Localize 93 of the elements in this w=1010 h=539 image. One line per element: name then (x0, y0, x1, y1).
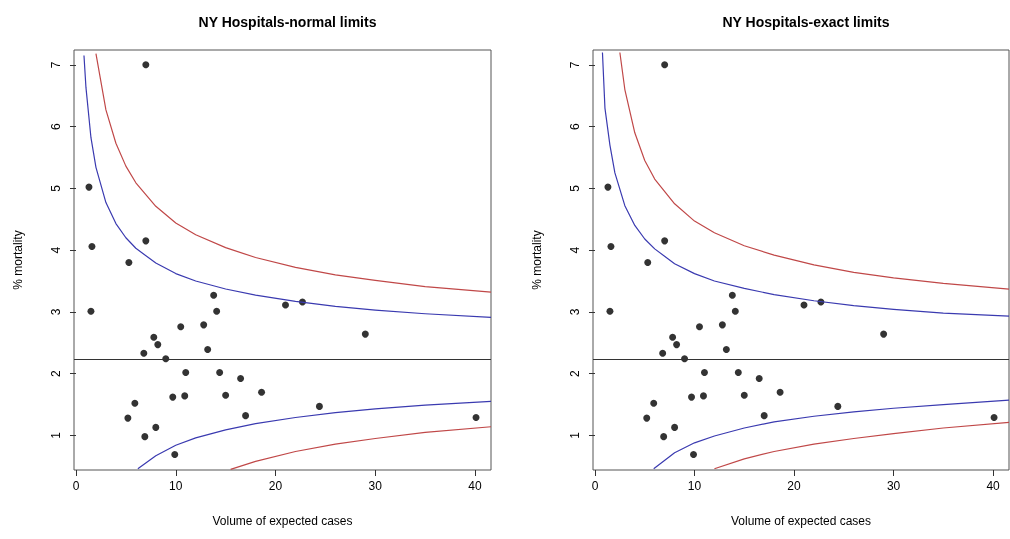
y-axis-title: % mortality (530, 230, 544, 290)
point (150, 333, 158, 341)
point (990, 414, 998, 421)
x-tick-label: 0 (591, 479, 599, 493)
x-axis-title: Volume of expected cases (730, 514, 872, 528)
point (607, 242, 615, 250)
x-tick-label: 20 (787, 479, 802, 493)
point (213, 307, 221, 315)
y-tick-label: 4 (49, 246, 63, 254)
point (472, 414, 480, 421)
y-tick-label: 5 (568, 184, 582, 192)
point (124, 414, 132, 422)
point (696, 323, 703, 331)
x-tick-label: 10 (169, 479, 183, 493)
y-tick-label: 1 (49, 431, 63, 439)
x-tick-label: 20 (268, 479, 283, 493)
x-tick-label: 30 (886, 479, 901, 493)
y-tick-label: 3 (49, 308, 63, 316)
x-axis-title: Volume of expected cases (212, 514, 353, 528)
x-tick-label: 40 (986, 479, 1001, 493)
point (182, 368, 190, 376)
point (650, 399, 658, 407)
point (671, 423, 679, 431)
point (722, 346, 730, 354)
point (776, 388, 784, 396)
point (237, 375, 245, 383)
point (659, 349, 667, 357)
point (315, 402, 323, 410)
point (171, 451, 179, 459)
x-tick-label: 30 (368, 479, 383, 493)
point (140, 349, 148, 357)
point (222, 391, 230, 399)
point (200, 321, 208, 329)
point (690, 451, 698, 459)
point (661, 61, 669, 69)
point (740, 391, 748, 399)
point (718, 321, 726, 329)
chart-title: NY Hospitals-exact limits (722, 14, 890, 30)
point (644, 258, 652, 266)
point (216, 368, 224, 376)
point (154, 341, 162, 349)
point (643, 414, 651, 422)
point (880, 330, 888, 338)
y-tick-label: 3 (568, 308, 582, 316)
point (152, 423, 160, 431)
point (282, 301, 289, 309)
point (688, 393, 696, 401)
point (125, 258, 133, 266)
line-series (230, 426, 492, 470)
point (142, 237, 150, 245)
point (87, 307, 95, 315)
point (834, 402, 842, 410)
x-tick-label: 40 (468, 479, 483, 493)
point (606, 307, 614, 315)
point (660, 433, 668, 441)
point (755, 375, 763, 383)
y-axis-title: % mortality (11, 230, 25, 290)
point (242, 412, 250, 420)
point (361, 330, 369, 338)
line-series (653, 399, 1010, 470)
point (673, 341, 681, 349)
y-tick-label: 7 (568, 61, 582, 69)
point (734, 368, 742, 376)
point (204, 346, 212, 354)
point (700, 368, 708, 376)
point (258, 388, 266, 396)
point (661, 237, 669, 245)
point (177, 323, 185, 331)
x-tick-label: 10 (687, 479, 702, 493)
y-tick-label: 7 (49, 61, 63, 69)
point (169, 393, 177, 401)
line-series (137, 400, 492, 470)
point (760, 412, 768, 420)
y-tick-label: 6 (568, 122, 582, 130)
y-tick-label: 1 (568, 431, 582, 439)
point (210, 291, 218, 299)
point (142, 61, 150, 69)
point (669, 333, 677, 341)
y-tick-label: 2 (568, 369, 582, 377)
y-tick-label: 5 (49, 184, 63, 192)
x-tick-label: 0 (72, 479, 80, 493)
point (131, 399, 139, 407)
point (181, 392, 189, 400)
point (699, 392, 707, 400)
point (141, 433, 149, 441)
line-series (713, 421, 1010, 470)
y-tick-label: 2 (49, 369, 63, 377)
y-tick-label: 4 (568, 246, 582, 254)
y-tick-label: 6 (49, 122, 63, 130)
chart-title: NY Hospitals-normal limits (198, 14, 377, 30)
point (731, 307, 739, 315)
point (728, 291, 736, 299)
point (88, 242, 96, 250)
